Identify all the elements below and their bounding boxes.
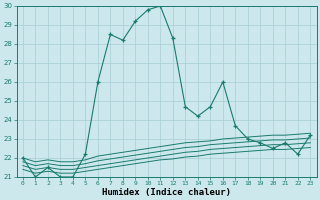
X-axis label: Humidex (Indice chaleur): Humidex (Indice chaleur) xyxy=(102,188,231,197)
